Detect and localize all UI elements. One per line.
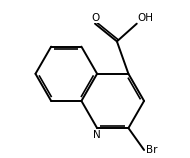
Text: N: N bbox=[93, 130, 101, 140]
Text: OH: OH bbox=[138, 13, 154, 23]
Text: O: O bbox=[91, 13, 99, 23]
Text: Br: Br bbox=[146, 145, 158, 155]
